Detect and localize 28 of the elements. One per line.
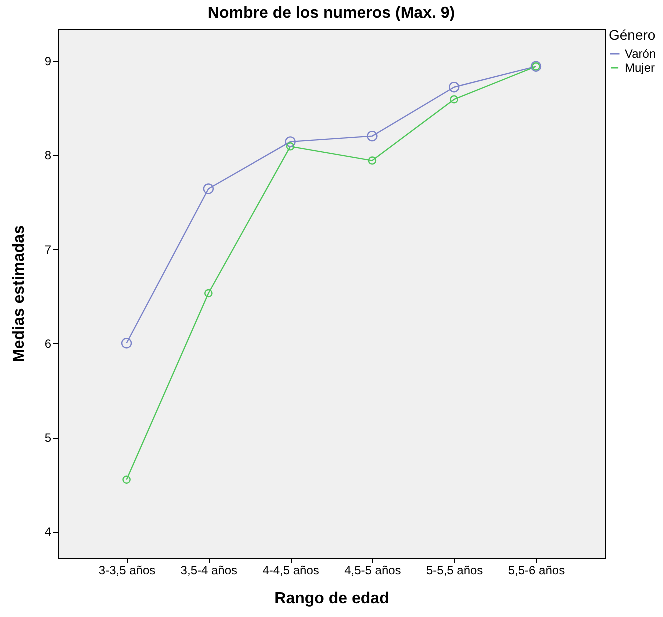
point [203, 184, 214, 194]
x-tick-label: 5,5-6 años [508, 564, 566, 578]
point [448, 82, 460, 93]
x-tick-label: 4,5-5 años [344, 564, 402, 578]
point [368, 156, 377, 165]
point [450, 95, 458, 104]
point [122, 476, 131, 484]
x-tick-label: 3,5-4 años [180, 564, 238, 578]
legend-label: Mujer [625, 61, 656, 75]
point [121, 338, 132, 349]
y-tick-label: 6 [44, 336, 52, 351]
y-tick-label: 9 [44, 54, 52, 69]
y-axis-title: Medias estimadas [10, 225, 28, 362]
y-tick-label: 8 [44, 148, 52, 163]
point [286, 142, 295, 151]
point [204, 289, 213, 298]
x-tick-label: 3-3,5 años [98, 564, 156, 578]
point [367, 130, 378, 142]
y-tick-label: 4 [44, 525, 52, 540]
y-tick-label: 5 [44, 431, 52, 446]
chart-title: Nombre de los numeros (Max. 9) [208, 5, 456, 22]
x-axis-title: Rango de edad [274, 590, 390, 608]
x-tick-label: 4-4,5 años [262, 564, 320, 578]
legend-title: Género [609, 27, 656, 43]
legend-label: Varón [625, 47, 656, 61]
point [285, 136, 296, 148]
x-tick-label: 5-5,5 años [426, 564, 484, 578]
y-tick-label: 7 [44, 242, 52, 257]
